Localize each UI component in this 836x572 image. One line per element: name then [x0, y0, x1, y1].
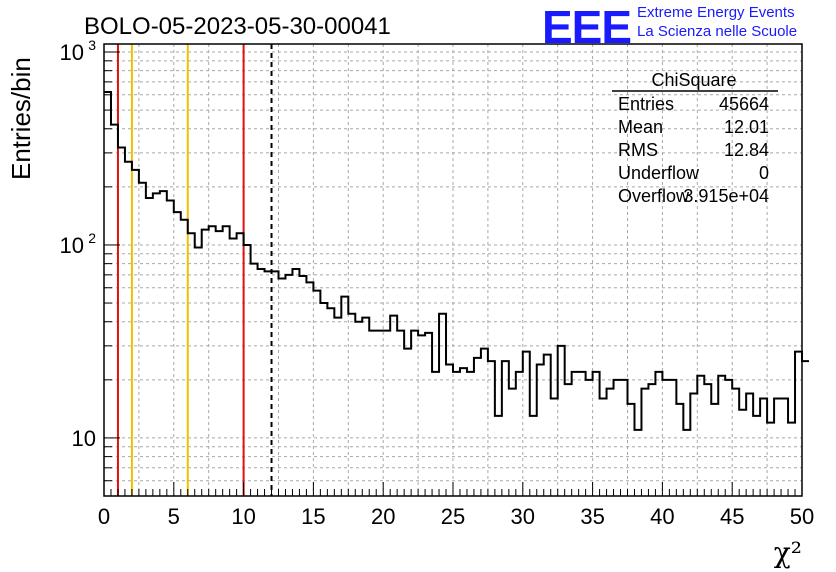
- x-tick-label: 50: [790, 504, 814, 529]
- stats-label-underflow: Underflow: [618, 163, 700, 183]
- x-tick-label: 20: [371, 504, 395, 529]
- eee-logo: EEE: [542, 1, 632, 53]
- stats-box: ChiSquare Entries 45664 Mean 12.01 RMS 1…: [612, 70, 778, 206]
- x-tick-label: 35: [580, 504, 604, 529]
- stats-title: ChiSquare: [651, 70, 736, 90]
- stats-label-rms: RMS: [618, 140, 658, 160]
- stats-value-overflow: 3.915e+04: [683, 186, 769, 206]
- logo-tagline-1: Extreme Energy Events: [637, 4, 795, 21]
- y-axis-label: Entries/bin: [6, 57, 36, 180]
- grid: [104, 44, 802, 496]
- cut-lines: [116, 44, 273, 496]
- stats-value-underflow: 0: [759, 163, 769, 183]
- y-tick-exponent: 2: [88, 230, 96, 246]
- x-tick-label: 45: [720, 504, 744, 529]
- stats-label-entries: Entries: [618, 94, 674, 114]
- x-tick-label: 5: [168, 504, 180, 529]
- x-axis-label: χ²: [774, 536, 802, 569]
- x-tick-label: 40: [650, 504, 674, 529]
- x-axis-ticks: 0 5 10 15 20 25 30 35 40 45 50: [98, 482, 814, 529]
- y-tick-exponent: 3: [88, 37, 96, 53]
- histogram-series: [104, 91, 809, 431]
- y-tick-label: 10: [72, 426, 96, 451]
- stats-value-mean: 12.01: [724, 117, 769, 137]
- x-tick-label: 30: [511, 504, 535, 529]
- x-tick-label: 25: [441, 504, 465, 529]
- chart-title: BOLO-05-2023-05-30-00041: [84, 13, 391, 40]
- x-tick-label: 0: [98, 504, 110, 529]
- x-tick-label: 10: [231, 504, 255, 529]
- stats-label-mean: Mean: [618, 117, 663, 137]
- y-tick-label: 10: [60, 233, 84, 258]
- stats-value-rms: 12.84: [724, 140, 769, 160]
- x-tick-label: 15: [301, 504, 325, 529]
- stats-label-overflow: Overflow: [618, 186, 690, 206]
- logo-tagline-2: La Scienza nelle Scuole: [637, 23, 798, 40]
- stats-value-entries: 45664: [719, 94, 769, 114]
- y-tick-label: 10: [60, 40, 84, 65]
